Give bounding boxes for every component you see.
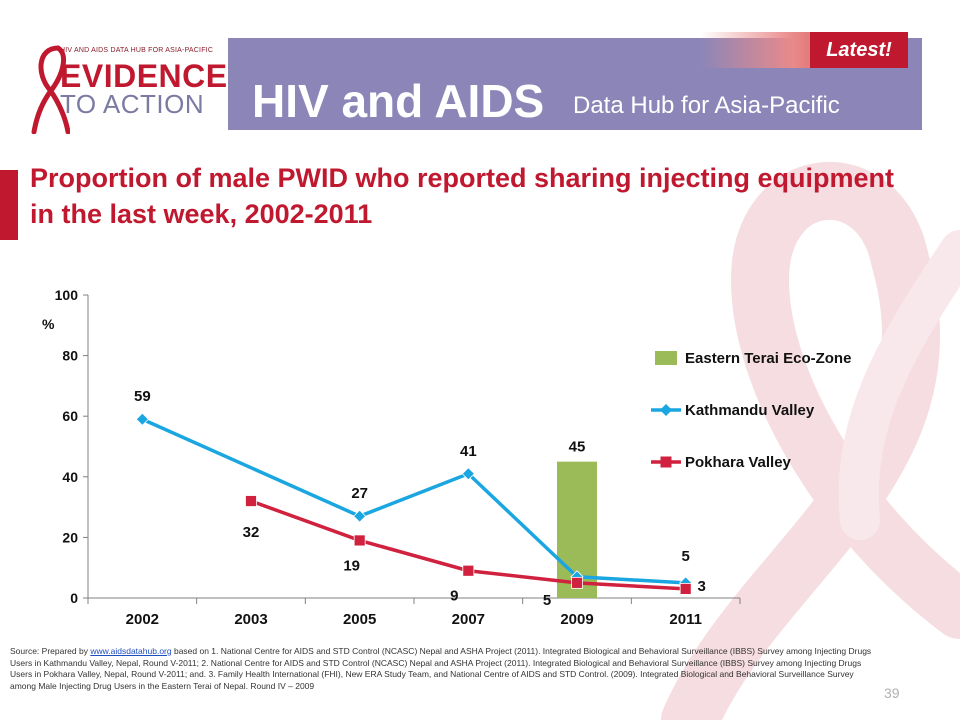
logo-tagline: HIV AND AIDS DATA HUB FOR ASIA-PACIFIC bbox=[60, 47, 214, 54]
data-label: 32 bbox=[243, 524, 260, 541]
latest-badge: Latest! bbox=[810, 32, 908, 68]
source-prefix: Source: Prepared by bbox=[10, 646, 91, 656]
source-note: Source: Prepared by www.aidsdatahub.org … bbox=[10, 646, 882, 692]
data-label: 45 bbox=[569, 439, 586, 456]
x-tick-label: 2009 bbox=[560, 611, 593, 628]
y-axis-label: % bbox=[42, 316, 55, 332]
data-label: 59 bbox=[134, 388, 151, 405]
y-tick-label: 20 bbox=[62, 529, 78, 545]
point-pokhara bbox=[462, 564, 475, 577]
chart: 0 20 40 60 80 100 2002 2003 2005 2007 2009 2011% 45… bbox=[42, 287, 851, 628]
legend-label: Pokhara Valley bbox=[685, 454, 792, 471]
data-label: 19 bbox=[343, 557, 360, 574]
point-pokhara bbox=[353, 534, 366, 547]
legend-marker-square bbox=[660, 456, 672, 468]
x-tick-label: 2007 bbox=[452, 611, 485, 628]
x-tick-label: 2005 bbox=[343, 611, 376, 628]
y-tick-label: 80 bbox=[62, 348, 78, 364]
legend-marker-diamond bbox=[660, 404, 672, 416]
site-title: HIV and AIDS bbox=[252, 75, 545, 127]
source-text: based on 1. National Centre for AIDS and… bbox=[10, 646, 872, 691]
logo-text-evidence: EVIDENCE bbox=[60, 58, 228, 94]
y-tick-label: 60 bbox=[62, 408, 78, 424]
legend-label: Eastern Terai Eco-Zone bbox=[685, 350, 851, 367]
point-pokhara bbox=[571, 576, 583, 589]
legend-swatch-eastern-terai bbox=[655, 351, 677, 365]
data-label: 5 bbox=[543, 592, 551, 609]
data-label: 27 bbox=[351, 485, 368, 502]
x-tick-label: 2011 bbox=[669, 611, 702, 628]
title-accent-bar bbox=[0, 170, 18, 240]
slide-title: Proportion of male PWID who reported sha… bbox=[30, 163, 895, 229]
data-label: 41 bbox=[460, 443, 477, 460]
x-tick-label: 2003 bbox=[234, 611, 267, 628]
series-line-kathmandu-valley bbox=[141, 417, 686, 585]
source-link[interactable]: www.aidsdatahub.org bbox=[90, 646, 172, 656]
y-tick-label: 100 bbox=[55, 287, 79, 303]
point-kathmandu bbox=[461, 467, 475, 481]
y-tick-label: 40 bbox=[62, 469, 78, 485]
point-pokhara bbox=[245, 495, 257, 507]
logo-text-to-action: TO ACTION bbox=[60, 89, 205, 119]
data-label: 9 bbox=[450, 588, 458, 605]
point-pokhara bbox=[679, 583, 692, 595]
y-tick-label: 0 bbox=[70, 590, 78, 606]
point-kathmandu bbox=[353, 509, 367, 523]
point-kathmandu bbox=[135, 412, 149, 426]
page-number: 39 bbox=[884, 685, 900, 701]
site-subtitle: Data Hub for Asia-Pacific bbox=[573, 92, 840, 119]
data-label: 3 bbox=[697, 578, 705, 595]
data-label: 5 bbox=[681, 548, 689, 565]
red-ribbon-icon bbox=[31, 45, 70, 134]
x-tick-label: 2002 bbox=[126, 611, 159, 628]
legend-label: Kathmandu Valley bbox=[685, 402, 815, 419]
